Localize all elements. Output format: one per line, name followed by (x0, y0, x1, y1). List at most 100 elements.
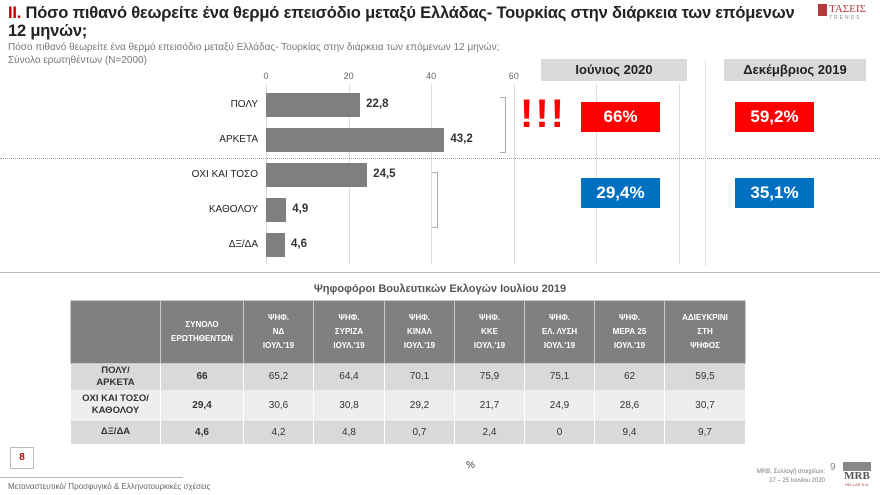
header-line: ΨΗΦ. (408, 313, 431, 322)
row-label: ΠΟΛΥ/ΑΡΚΕΤΑ (70, 363, 161, 390)
table-cell: 4,6 (160, 420, 244, 444)
table-cell: 65,2 (243, 363, 314, 390)
table-row: ΟΧΙ ΚΑΙ ΤΟΣΟ/ΚΑΘΟΛΟΥ 29,4 30,6 30,8 29,2 21,7… (70, 389, 746, 421)
table-cell: 30,6 (243, 389, 314, 421)
divider-dotted (0, 158, 880, 159)
unlikely-dec-2019: 35,1% (735, 178, 814, 208)
column-header: ΨΗΦ. ΣΥΡΙΖΑ ΙΟΥΛ.'19 (313, 300, 385, 364)
table-row: ΔΞ/ΔΑ 4,6 4,2 4,8 0,7 2,4 0 9,4 9,7 (70, 420, 746, 444)
header-line: ΨΗΦ. (338, 313, 360, 322)
table-cell: 62 (594, 363, 665, 390)
section-number: II. (8, 4, 22, 22)
row-label: ΟΧΙ ΚΑΙ ΤΟΣΟ/ΚΑΘΟΛΟΥ (70, 389, 161, 421)
section-divider (0, 272, 880, 273)
page-box: 8 (10, 447, 34, 469)
base-note: Σύνολο ερωτηθέντων (Ν=2000) (8, 55, 147, 66)
header-line: ΙΟΥΛ.'19 (403, 341, 436, 350)
bar (266, 93, 361, 117)
crosstab-table: ΣΥΝΟΛΟ ΕΡΩΤΗΘΕΝΤΩΝ ΨΗΦ. ΝΔ ΙΟΥΛ.'19 ΨΗΦ. ΣΥΡΙΖ… (70, 300, 746, 444)
header-line: ΨΗΦ. (267, 313, 290, 322)
table-cell: 24,9 (524, 389, 595, 421)
category-label: ΟΧΙ ΚΑΙ ΤΟΣΟ (191, 169, 258, 180)
table-title: Ψηφοφόροι Βουλευτικών Εκλογών Ιουλίου 20… (313, 283, 567, 295)
table-cell: 4,2 (243, 420, 314, 444)
source-line-2: 17 – 25 Ιουνίου 2020 (769, 478, 825, 484)
bar (266, 233, 285, 257)
column-header: ΨΗΦ. ΜΕΡΑ 25 ΙΟΥΛ.'19 (594, 300, 665, 364)
table-cell: 9,4 (594, 420, 665, 444)
x-tick-label: 60 (508, 71, 519, 81)
title-text: Πόσο πιθανό θεωρείτε ένα θερμό επεισόδιο… (8, 4, 795, 40)
table-cell: 2,4 (454, 420, 525, 444)
header-line: ΙΟΥΛ.'19 (613, 341, 646, 350)
category-label: ΠΟΛΥ (230, 99, 258, 110)
header-line: ΚΚΕ (481, 327, 498, 336)
bar (266, 163, 368, 187)
x-tick-label: 20 (343, 71, 354, 81)
table-cell: 0,7 (384, 420, 455, 444)
likely-dec-2019: 59,2% (735, 102, 814, 132)
table-cell: 59,5 (664, 363, 746, 390)
table-cell: 66 (160, 363, 244, 390)
likely-june-2020: 66% (581, 102, 660, 132)
table-cell: 70,1 (384, 363, 455, 390)
header-line: ΑΔΙΕΥΚΡΙΝΙ (682, 313, 728, 322)
bar (266, 128, 445, 152)
row-label-line: ΔΞ/ΔΑ (100, 426, 131, 437)
row-label-line: ΟΧΙ ΚΑΙ ΤΟΣΟ/ (82, 393, 149, 404)
gridline (513, 84, 515, 264)
unlikely-june-2020: 29,4% (581, 178, 660, 208)
bracket-likely (500, 97, 506, 153)
header-line: ΝΔ (272, 327, 285, 336)
table-cell: 75,9 (454, 363, 525, 390)
divider-vertical (705, 60, 706, 265)
corner-header (70, 300, 161, 364)
column-header: ΨΗΦ. ΚΙΝΑΛ ΙΟΥΛ.'19 (384, 300, 455, 364)
column-header: ΑΔΙΕΥΚΡΙΝΙ ΣΤΗ ΨΗΦΟΣ (664, 300, 746, 364)
table-cell: 75,1 (524, 363, 595, 390)
header-line: ΣΥΝΟΛΟ (185, 320, 219, 329)
header-line: ΙΟΥΛ.'19 (333, 341, 365, 350)
header-line: ΙΟΥΛ.'19 (262, 341, 295, 350)
footer-line (0, 477, 183, 478)
header-line: ΙΟΥΛ.'19 (473, 341, 506, 350)
page-title: II. Πόσο πιθανό θεωρείτε ένα θερμό επεισ… (8, 4, 808, 40)
row-label-line: ΠΟΛΥ/ (101, 364, 130, 376)
row-label: ΔΞ/ΔΑ (70, 420, 161, 444)
period-dec-2019: Δεκέμβριος 2019 (724, 59, 866, 81)
table-cell: 30,7 (664, 389, 746, 421)
header-line: ΜΕΡΑ 25 (612, 327, 647, 336)
header-line: ΨΗΦ. (618, 313, 641, 322)
header-line: ΙΟΥΛ.'19 (543, 341, 576, 350)
table-cell: 30,8 (313, 389, 385, 421)
header-line: ΨΗΦ. (548, 313, 571, 322)
table-cell: 29,4 (160, 389, 244, 421)
gridline (431, 84, 433, 264)
header-line: ΚΙΝΑΛ (407, 327, 432, 336)
category-label: ΔΞ/ΔΑ (228, 239, 258, 250)
row-label-line: ΑΡΚΕΤΑ (96, 376, 135, 388)
header-line: ΣΤΗ (697, 327, 713, 336)
period-june-2020: Ιούνιος 2020 (541, 59, 687, 81)
header-line: ΣΥΡΙΖΑ (334, 327, 364, 336)
page-number: 9 (830, 462, 836, 473)
value-label: 4,9 (292, 203, 309, 215)
table-cell: 0 (524, 420, 595, 444)
gridline (596, 84, 598, 264)
category-label: ΑΡΚΕΤΑ (219, 134, 258, 145)
taseis-logo: ΤΑΣΕΙΣ TRENDS (818, 3, 874, 24)
value-label: 24,5 (373, 168, 396, 180)
table-cell: 4,8 (313, 420, 385, 444)
header-line: ΨΗΦΟΣ (690, 341, 720, 350)
table-cell: 29,2 (384, 389, 455, 421)
mrb-logo: MRB HELLAS S.A. (843, 462, 871, 488)
gridline (679, 84, 680, 264)
value-label: 43,2 (450, 133, 473, 145)
column-header: ΣΥΝΟΛΟ ΕΡΩΤΗΘΕΝΤΩΝ (160, 300, 244, 364)
table-cell: 64,4 (313, 363, 385, 390)
column-header: ΨΗΦ. ΕΛ. ΛΥΣΗ ΙΟΥΛ.'19 (524, 300, 595, 364)
value-label: 4,6 (290, 238, 307, 250)
row-label-line: ΚΑΘΟΛΟΥ (91, 405, 140, 416)
column-header: ΨΗΦ. ΝΔ ΙΟΥΛ.'19 (243, 300, 314, 364)
x-tick-label: 40 (426, 71, 437, 81)
